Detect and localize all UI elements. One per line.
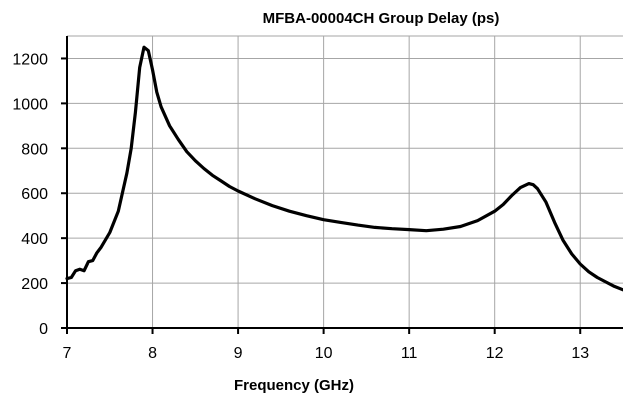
group-delay-series-line xyxy=(65,45,623,292)
x-tick-label: 11 xyxy=(401,345,418,362)
x-tick-label: 8 xyxy=(148,345,157,362)
x-tick-label: 13 xyxy=(571,345,589,362)
x-tick-label: 9 xyxy=(234,345,243,362)
grid xyxy=(67,35,623,328)
y-tick-label: 200 xyxy=(21,276,48,293)
y-tick-label: 600 xyxy=(21,186,48,203)
y-tick-label: 1200 xyxy=(12,51,48,68)
y-tick-label: 1000 xyxy=(12,96,48,113)
y-tick-label: 800 xyxy=(21,141,48,158)
x-tick-label: 12 xyxy=(486,345,504,362)
plot-area xyxy=(65,45,623,292)
y-tick-label: 400 xyxy=(21,231,48,248)
tick-labels: 0 200 400 600 800 1000 1200 7 8 9 10 11 12 13 xyxy=(12,51,589,362)
chart-title: MFBA-00004CH Group Delay (ps) xyxy=(263,10,500,27)
y-tick-label: 0 xyxy=(39,321,48,338)
x-tick-label: 10 xyxy=(315,345,333,362)
x-axis-label: Frequency (GHz) xyxy=(234,377,354,394)
axes xyxy=(61,36,623,334)
x-tick-label: 7 xyxy=(63,345,72,362)
